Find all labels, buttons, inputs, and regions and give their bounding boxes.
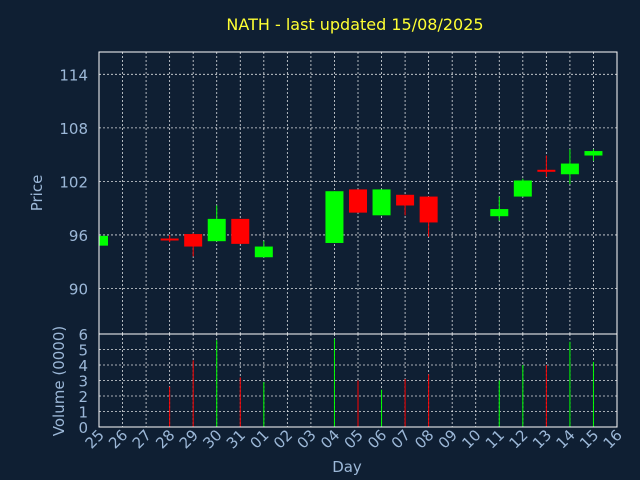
candle-body: [349, 189, 367, 213]
volume-tick-label: 2: [78, 388, 88, 406]
candle-body: [537, 169, 556, 172]
x-tick-label: 29: [176, 426, 202, 452]
candle-body: [396, 194, 415, 206]
candle-body: [560, 163, 579, 175]
x-tick-label: 16: [600, 426, 626, 452]
candle-body: [419, 196, 438, 223]
x-tick-label: 28: [152, 426, 178, 452]
x-tick-label: 06: [364, 426, 390, 452]
x-tick-label: 03: [294, 426, 320, 452]
x-tick-label: 08: [411, 426, 437, 452]
candle-body: [254, 246, 273, 258]
x-tick-label: 10: [458, 426, 484, 452]
candle-body: [184, 234, 203, 247]
candle-body: [160, 238, 179, 241]
x-tick-label: 13: [529, 426, 555, 452]
x-tick-label: 05: [341, 426, 367, 452]
candle-body: [372, 189, 391, 216]
x-tick-label: 26: [105, 426, 131, 452]
volume-panel-frame: [98, 333, 618, 428]
volume-tick-label: 5: [78, 342, 88, 360]
price-axis: 90 96 102 108 114: [59, 66, 88, 298]
volume-tick-label: 0: [78, 419, 88, 437]
x-tick-label: 09: [435, 426, 461, 452]
candle-body: [99, 235, 108, 246]
candle-body: [490, 209, 509, 217]
x-tick-label: 04: [317, 426, 343, 452]
price-tick-label: 90: [69, 280, 88, 298]
x-tick-label: 15: [576, 426, 602, 452]
candle-body: [325, 191, 344, 243]
candle-body: [513, 180, 532, 197]
price-tick-label: 114: [59, 66, 88, 84]
price-tick-label: 96: [69, 227, 88, 245]
x-tick-label: 07: [388, 426, 414, 452]
x-tick-label: 31: [223, 426, 249, 452]
candle-body: [231, 218, 250, 244]
volume-tick-label: 4: [78, 357, 88, 375]
volume-tick-label: 6: [78, 326, 88, 344]
x-tick-label: 27: [129, 426, 155, 452]
candle-body: [584, 151, 603, 156]
volume-tick-label: 1: [78, 404, 88, 422]
x-tick-label: 02: [270, 426, 296, 452]
x-axis: 2526272829303101020304050607080910111213…: [82, 426, 626, 452]
price-tick-label: 102: [59, 173, 88, 191]
price-axis-label: Price: [28, 175, 46, 212]
x-axis-label: Day: [332, 458, 362, 476]
price-tick-label: 108: [59, 120, 88, 138]
volume-tick-label: 3: [78, 373, 88, 391]
x-tick-label: 01: [246, 426, 272, 452]
candles: [98, 149, 603, 258]
candle-body: [207, 218, 226, 242]
chart-title: NATH - last updated 15/08/2025: [226, 15, 483, 34]
volume-axis-label: Volume (0000): [50, 326, 68, 436]
x-tick-label: 14: [553, 426, 579, 452]
volume-bars: [169, 338, 594, 427]
x-tick-label: 30: [199, 426, 225, 452]
x-tick-label: 12: [505, 426, 531, 452]
x-tick-label: 11: [482, 426, 508, 452]
